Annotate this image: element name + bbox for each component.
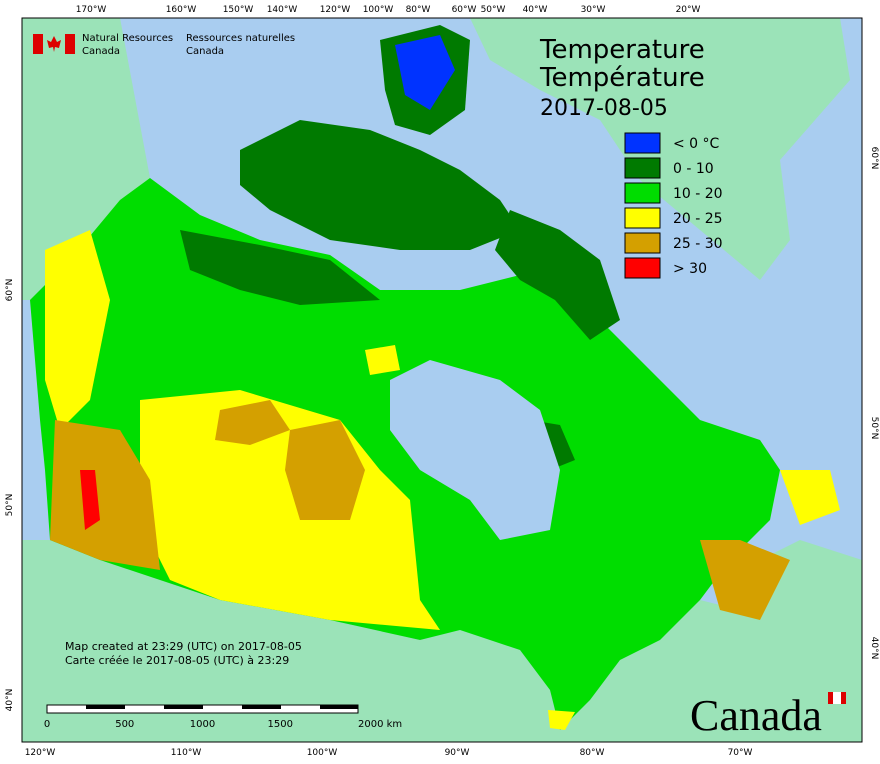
scale-seg (164, 705, 203, 709)
dept-en: Canada (82, 46, 120, 57)
scale-seg (86, 705, 125, 709)
scale-label: 0 (44, 719, 50, 730)
bc-yellow (45, 230, 110, 430)
legend-label: 10 - 20 (673, 186, 723, 202)
logo: Natural Resources Canada Ressources natu… (33, 33, 295, 57)
alaska (22, 18, 150, 300)
bottom-label: 100°W (307, 748, 338, 758)
baffin (495, 210, 620, 340)
legend-swatch (624, 257, 661, 279)
footnote: Carte créée le 2017-08-05 (UTC) à 23:29 (65, 654, 289, 667)
zone-below-0 (395, 35, 455, 110)
bottom-label: 80°W (580, 748, 605, 758)
top-label: 160°W (166, 5, 197, 15)
bottom-label: 120°W (25, 748, 56, 758)
title: Temperature (539, 35, 705, 65)
graticule-labels: 170°W 160°W 150°W 140°W 120°W 100°W 80°W 60°W 50… (5, 5, 879, 758)
flag-bar (65, 34, 75, 54)
flag-bar (33, 34, 43, 54)
wordmark-flag (828, 692, 833, 704)
belcher (365, 345, 400, 375)
wordmark: Canada (690, 691, 822, 740)
top-label: 120°W (320, 5, 351, 15)
legend-label: 0 - 10 (673, 161, 714, 177)
top-label: 20°W (676, 5, 701, 15)
map-frame (21, 17, 863, 743)
left-label: 50°N (5, 494, 15, 517)
top-label: 100°W (363, 5, 394, 15)
scale-label: 1500 (268, 719, 293, 730)
zone-20-25 (140, 390, 440, 630)
bc-red (80, 470, 100, 530)
left-label: 40°N (5, 689, 15, 712)
legend-swatch (624, 232, 661, 254)
left-label: 60°N (5, 279, 15, 302)
legend-label: 20 - 25 (673, 211, 723, 227)
date: 2017-08-05 (540, 96, 668, 121)
top-label: 80°W (406, 5, 431, 15)
right-label: 40°N (869, 637, 879, 660)
dept-fr: Canada (186, 46, 224, 57)
legend-swatch (624, 132, 661, 154)
legend-swatch (624, 207, 661, 229)
bc-orange (50, 420, 160, 570)
footnote: Map created at 23:29 (UTC) on 2017-08-05 (65, 640, 302, 653)
zone-25-30 (285, 420, 365, 520)
title: Température (539, 63, 705, 93)
top-label: 30°W (581, 5, 606, 15)
scale-label: 2000 km (358, 719, 402, 730)
scale-label: 500 (115, 719, 134, 730)
usa (22, 540, 862, 742)
top-label: 150°W (223, 5, 254, 15)
legend-swatch (624, 182, 661, 204)
legend-label: < 0 °C (673, 136, 720, 152)
wordmark-flag (841, 692, 846, 704)
dept-en: Natural Resources (82, 33, 173, 44)
top-label: 40°W (523, 5, 548, 15)
maple-leaf (47, 36, 61, 52)
legend: < 0 °C 0 - 10 10 - 20 20 - 25 25 - 30 > 30 (624, 132, 723, 279)
top-label: 50°W (481, 5, 506, 15)
legend-label: > 30 (673, 261, 707, 277)
dept-fr: Ressources naturelles (186, 33, 295, 44)
hudson-bay (390, 360, 560, 540)
scale-seg (320, 705, 358, 709)
top-label: 140°W (267, 5, 298, 15)
scale-seg (242, 705, 281, 709)
bottom-label: 110°W (171, 748, 202, 758)
newfoundland (780, 470, 840, 525)
zone-0-10 (180, 230, 380, 305)
right-label: 60°N (869, 147, 879, 170)
ontario-south (548, 710, 575, 730)
scale-label: 1000 (190, 719, 215, 730)
legend-swatch (624, 157, 661, 179)
zone-25-30 (215, 400, 290, 445)
bottom-label: 90°W (445, 748, 470, 758)
arctic-islands (240, 120, 520, 250)
top-label: 170°W (76, 5, 107, 15)
legend-label: 25 - 30 (673, 236, 723, 252)
bottom-label: 70°W (728, 748, 753, 758)
frame-border (21, 17, 863, 743)
right-label: 50°N (869, 417, 879, 440)
scale-labels: 0 500 1000 1500 2000 km (44, 719, 402, 730)
scale-bar (46, 704, 359, 714)
maritimes (700, 540, 790, 620)
top-label: 60°W (452, 5, 477, 15)
